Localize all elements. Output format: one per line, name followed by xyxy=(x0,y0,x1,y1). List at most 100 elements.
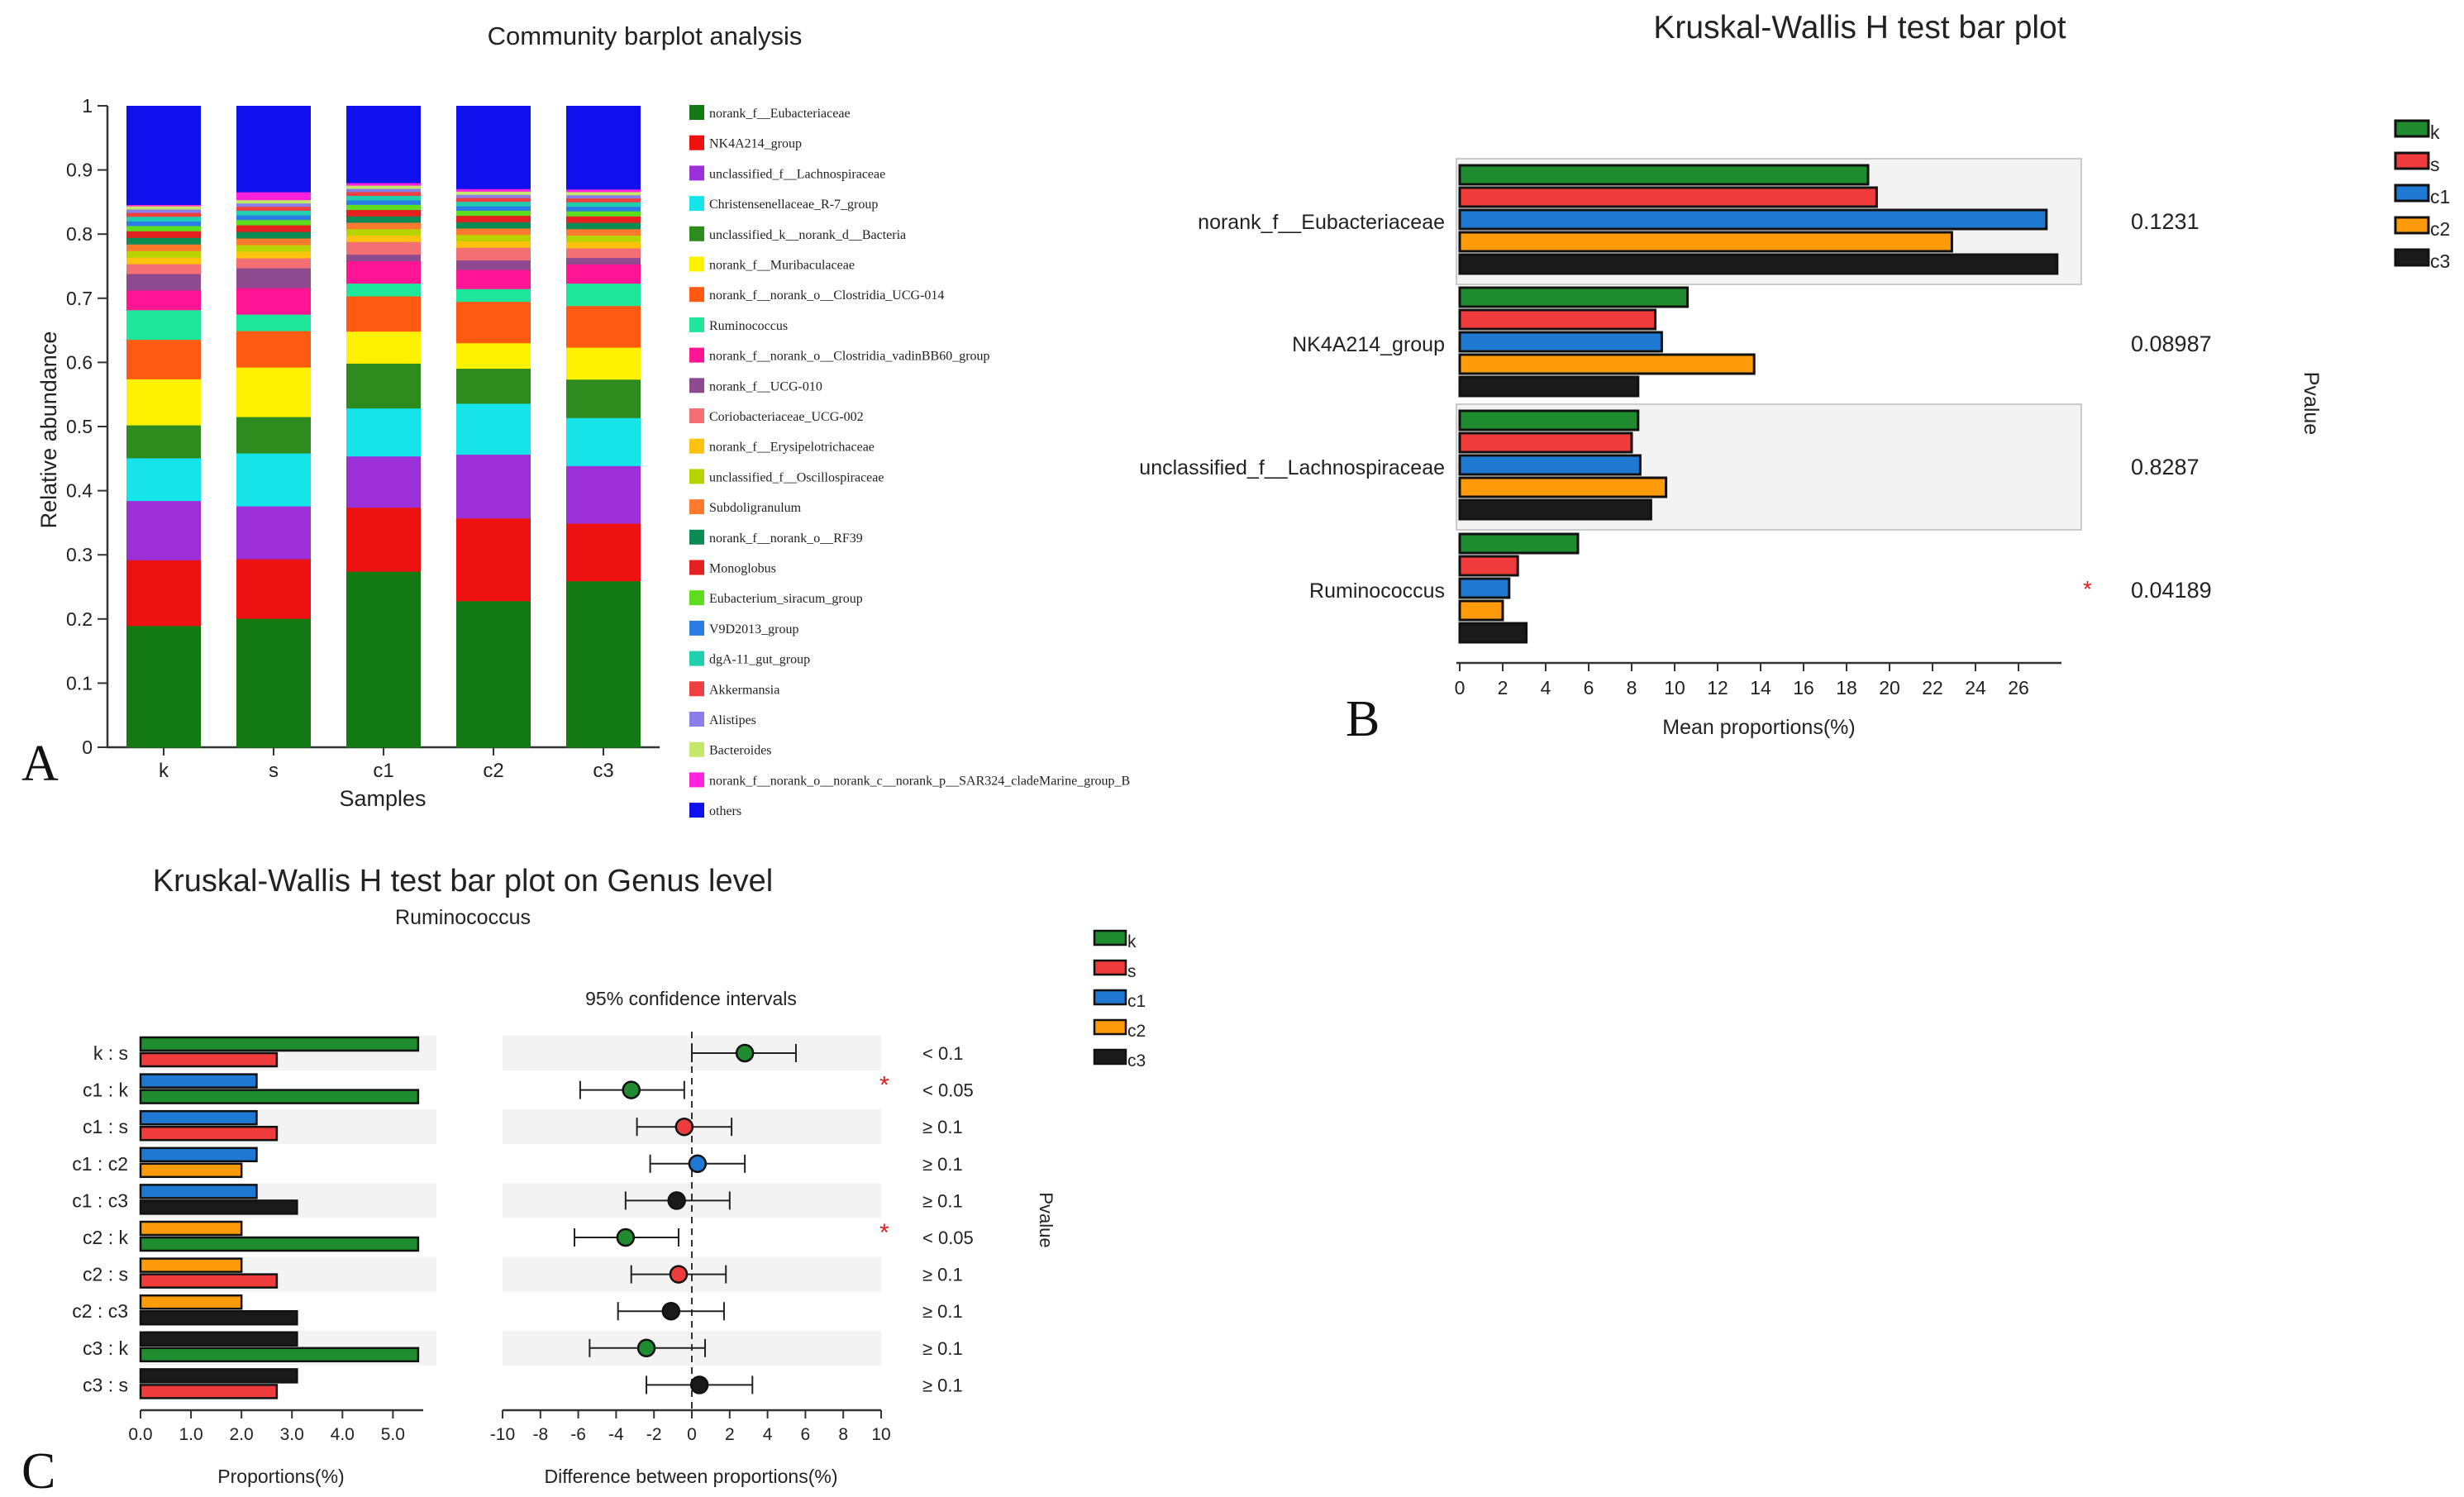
panel-a-x-tick-label: k xyxy=(159,760,169,782)
panel-b-x-tick-label: 16 xyxy=(1793,677,1814,698)
panel-a-legend-swatch xyxy=(689,135,704,150)
panel-a-bar-segment xyxy=(236,453,311,507)
panel-c-right-x-tick-label: 10 xyxy=(871,1425,890,1444)
panel-c-right-x-tick-label: 2 xyxy=(725,1425,735,1444)
panel-a-bar-segment xyxy=(566,264,641,284)
panel-a-bar-segment xyxy=(566,235,641,242)
panel-a-legend-label: Akkermansia xyxy=(709,683,779,697)
panel-b-legend-swatch xyxy=(2394,151,2430,170)
panel-a-legend-label: Christensenellaceae_R-7_group xyxy=(709,198,878,212)
panel-c-left-x-tick-label: 4.0 xyxy=(331,1425,355,1444)
panel-c-bar-s xyxy=(139,1051,279,1068)
panel-b-bar-c1 xyxy=(1458,454,1642,476)
panel-a-legend-swatch xyxy=(689,408,704,423)
panel-c-bar-s xyxy=(139,1384,279,1399)
panel-a-x-tick-label: c3 xyxy=(593,760,613,782)
panel-c-bar-s xyxy=(139,1125,279,1142)
panel-a-bar-segment xyxy=(346,254,421,262)
panel-letter-c: C xyxy=(21,1443,55,1497)
panel-a-legend-label: norank_f__norank_o__Clostridia_UCG-014 xyxy=(709,288,944,303)
panel-a-bar-segment xyxy=(126,225,201,231)
panel-a-legend-swatch xyxy=(689,712,704,727)
panel-a-x-tick-label: c2 xyxy=(483,760,503,782)
panel-a-y-tick-label: 0.2 xyxy=(66,608,93,630)
panel-c-bar-c1 xyxy=(139,1109,258,1126)
panel-a-bar-segment xyxy=(126,289,201,311)
panel-a-bar-segment xyxy=(346,182,421,186)
panel-c-pairwise-comparison: Kruskal-Wallis H test bar plot on Genus … xyxy=(72,864,1146,1487)
panel-b-bar-k xyxy=(1458,532,1580,555)
panel-c-bar-s xyxy=(139,1273,279,1289)
panel-c-ci-point-k xyxy=(622,1080,641,1099)
panel-b-pvalue: 0.04189 xyxy=(2131,578,2212,603)
panel-a-legend-swatch xyxy=(689,803,704,818)
panel-c-pvalue: ≥ 0.1 xyxy=(922,1117,963,1137)
panel-a-legend-swatch xyxy=(689,651,704,666)
panel-a-bar-segment xyxy=(346,331,421,364)
panel-b-bar-c1 xyxy=(1458,331,1663,353)
panel-b-bar-s xyxy=(1458,431,1633,454)
panel-a-legend-label: Alistipes xyxy=(709,713,756,727)
panel-a-legend-label: unclassified_k__norank_d__Bacteria xyxy=(709,228,906,242)
panel-a-y-tick-label: 0.8 xyxy=(66,223,93,245)
panel-a-bar-segment xyxy=(346,188,421,193)
panel-c-bar-c3 xyxy=(139,1331,298,1347)
panel-c-pvalue: ≥ 0.1 xyxy=(922,1338,963,1359)
panel-c-comparison-label: c1 : c2 xyxy=(72,1153,128,1175)
panel-b-bar-s xyxy=(1458,186,1878,208)
panel-a-legend-swatch xyxy=(689,226,704,241)
panel-a-legend-label: Coriobacteriaceae_UCG-002 xyxy=(709,410,864,424)
panel-b-kruskal-barplot: Kruskal-Wallis H test bar plot norank_f_… xyxy=(1139,10,2450,739)
panel-c-bar-k xyxy=(139,1089,420,1104)
panel-a-bar-segment xyxy=(126,250,201,258)
panel-a-bar-segment xyxy=(236,559,311,619)
panel-a-bar-segment xyxy=(126,339,201,379)
panel-c-right-x-axis-label: Difference between proportions(%) xyxy=(545,1466,838,1487)
panel-c-ci-point-c3 xyxy=(661,1301,681,1321)
panel-b-x-tick-label: 10 xyxy=(1664,677,1685,698)
panel-c-legend: ks c1 c2 c3 xyxy=(1093,929,1146,1070)
panel-a-bar-segment xyxy=(566,465,641,524)
panel-a-bar-segment xyxy=(566,191,641,196)
panel-a-legend-swatch xyxy=(689,681,704,697)
panel-c-left-x-tick-label: 1.0 xyxy=(179,1425,203,1444)
panel-b-bar-c2 xyxy=(1458,476,1668,498)
panel-b-legend-label: c3 xyxy=(2430,250,2450,272)
panel-a-bar-segment xyxy=(456,288,531,303)
panel-c-significance-star: * xyxy=(879,1072,889,1099)
panel-a-bar-segment xyxy=(346,199,421,205)
panel-b-x-tick-label: 24 xyxy=(1965,677,1986,698)
panel-a-y-tick-label: 0.3 xyxy=(66,544,93,565)
panel-c-legend-swatch xyxy=(1093,989,1127,1006)
panel-b-legend-swatch xyxy=(2394,184,2430,203)
panel-a-bar-segment xyxy=(126,106,201,205)
panel-c-comparison-labels: k : s c1 : k c1 : s c1 : c2 c1 : c3 c2 : k c2 … xyxy=(72,1042,128,1395)
panel-a-bar-segment xyxy=(346,222,421,230)
panel-c-left-x-axis-label: Proportions(%) xyxy=(217,1466,344,1487)
panel-a-legend-swatch xyxy=(689,438,704,454)
panel-a-legend-label: norank_f__Erysipelotrichaceae xyxy=(709,441,875,455)
panel-c-pvalue: ≥ 0.1 xyxy=(922,1190,963,1211)
panel-a-bar-segment xyxy=(456,205,531,211)
panel-a-bar-segment xyxy=(566,417,641,466)
panel-c-right-x-tick-label: -10 xyxy=(490,1425,515,1444)
panel-a-bar-segment xyxy=(456,260,531,270)
panel-a-bar-segment xyxy=(346,195,421,201)
panel-a-x-tick-label: s xyxy=(269,760,279,782)
panel-c-bar-c1 xyxy=(139,1147,258,1163)
panel-c-ci-point-c3 xyxy=(689,1375,709,1394)
panel-b-x-tick-label: 18 xyxy=(1836,677,1857,698)
panel-a-y-tick-label: 0.9 xyxy=(66,160,93,181)
panel-a-bar-segment xyxy=(236,258,311,269)
panel-c-bar-c3 xyxy=(139,1309,298,1326)
panel-a-legend-label: norank_f__norank_o__RF39 xyxy=(709,532,863,546)
panel-a-bar-segment xyxy=(346,507,421,572)
panel-a-bar-segment xyxy=(456,215,531,222)
panel-b-bar-s xyxy=(1458,308,1657,331)
panel-a-legend-label: others xyxy=(709,804,741,818)
panel-a-bar-segment xyxy=(236,506,311,560)
panel-b-title: Kruskal-Wallis H test bar plot xyxy=(1653,10,2066,45)
panel-a-bar-segment xyxy=(456,247,531,261)
panel-c-legend-label: c3 xyxy=(1127,1051,1146,1070)
